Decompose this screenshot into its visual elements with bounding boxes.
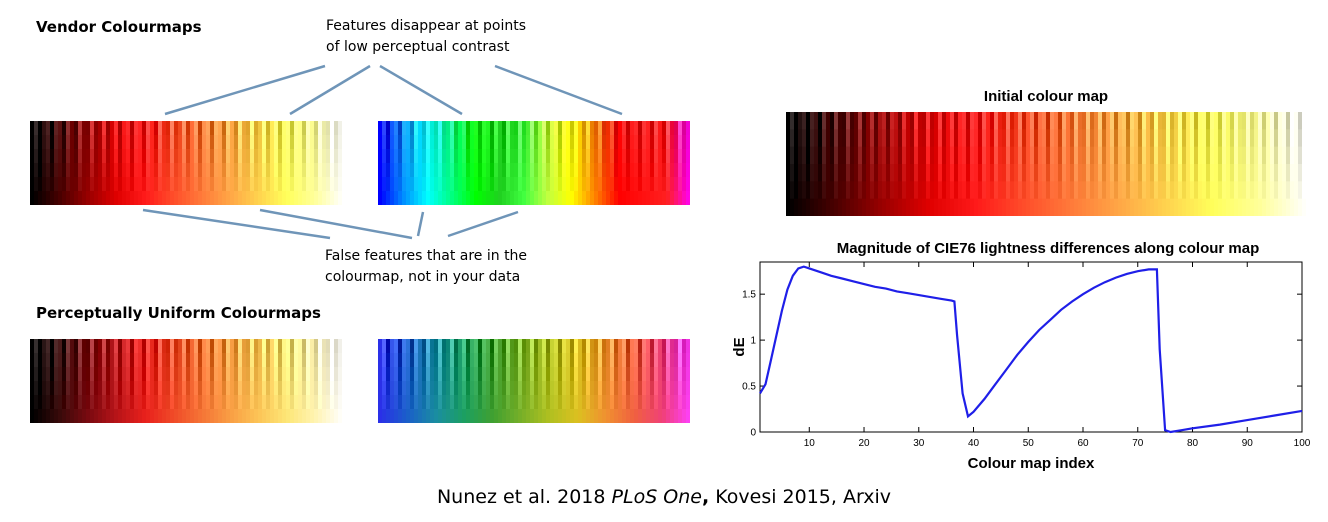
vendor-colourmaps-heading: Vendor Colourmaps — [36, 18, 202, 36]
x-tick-label: 60 — [1077, 438, 1089, 449]
x-axis-label: Colour map index — [968, 455, 1095, 472]
chart-title: Magnitude of CIE76 lightness differences… — [837, 240, 1260, 257]
bottom-callout-line2: colourmap, not in your data — [325, 269, 521, 285]
lightness-difference-chart: Magnitude of CIE76 lightness differences… — [731, 240, 1311, 472]
callout-lines — [142, 64, 623, 240]
bottom-callout-line1: False features that are in the — [325, 248, 528, 264]
initial-colour-map-title: Initial colour map — [983, 88, 1109, 105]
x-tick-label: 100 — [1294, 438, 1311, 449]
x-tick-label: 80 — [1187, 438, 1199, 449]
uniform-colourmaps-heading: Perceptually Uniform Colourmaps — [36, 304, 321, 322]
citation-comma: , — [702, 486, 710, 508]
citation-journal: PLoS One — [611, 486, 702, 508]
series-line — [759, 265, 1303, 434]
x-tick-label: 70 — [1132, 438, 1144, 449]
uniform-hot-colourmap — [30, 339, 343, 424]
citation-prefix: Nunez et al. 2018 — [436, 486, 612, 508]
x-tick-label: 50 — [1023, 438, 1035, 449]
x-tick-label: 40 — [968, 438, 980, 449]
plot-frame — [759, 261, 1303, 433]
callout-line — [494, 64, 623, 116]
x-tick-label: 90 — [1242, 438, 1254, 449]
callout-line — [289, 64, 371, 116]
citation-suffix: Kovesi 2015, Arxiv — [709, 486, 892, 508]
y-tick-label: 1.5 — [742, 290, 756, 301]
top-callout-note: Features disappear at points of low perc… — [326, 16, 526, 58]
callout-line — [142, 208, 331, 240]
vendor-jet-colourmap — [378, 121, 691, 206]
callout-line — [259, 208, 413, 240]
initial-colour-map — [786, 112, 1307, 217]
callout-line — [164, 64, 326, 116]
y-tick-label: 0 — [750, 428, 756, 439]
top-callout-line1: Features disappear at points — [326, 18, 526, 34]
x-tick-label: 30 — [913, 438, 925, 449]
x-tick-label: 20 — [858, 438, 870, 449]
y-tick-label: 1 — [750, 336, 756, 347]
callout-line — [416, 211, 425, 237]
y-axis-label: dE — [731, 337, 748, 356]
top-callout-line2: of low perceptual contrast — [326, 39, 510, 55]
callout-line — [447, 210, 519, 238]
y-tick-label: 0.5 — [742, 382, 756, 393]
bottom-callout-note: False features that are in the colourmap… — [325, 246, 527, 288]
uniform-rainbow-colourmap — [378, 339, 691, 424]
callout-line — [379, 64, 463, 116]
citation: Nunez et al. 2018 PLoS One, Kovesi 2015,… — [0, 486, 1328, 508]
x-tick-label: 10 — [804, 438, 816, 449]
vendor-hot-colourmap — [30, 121, 343, 206]
